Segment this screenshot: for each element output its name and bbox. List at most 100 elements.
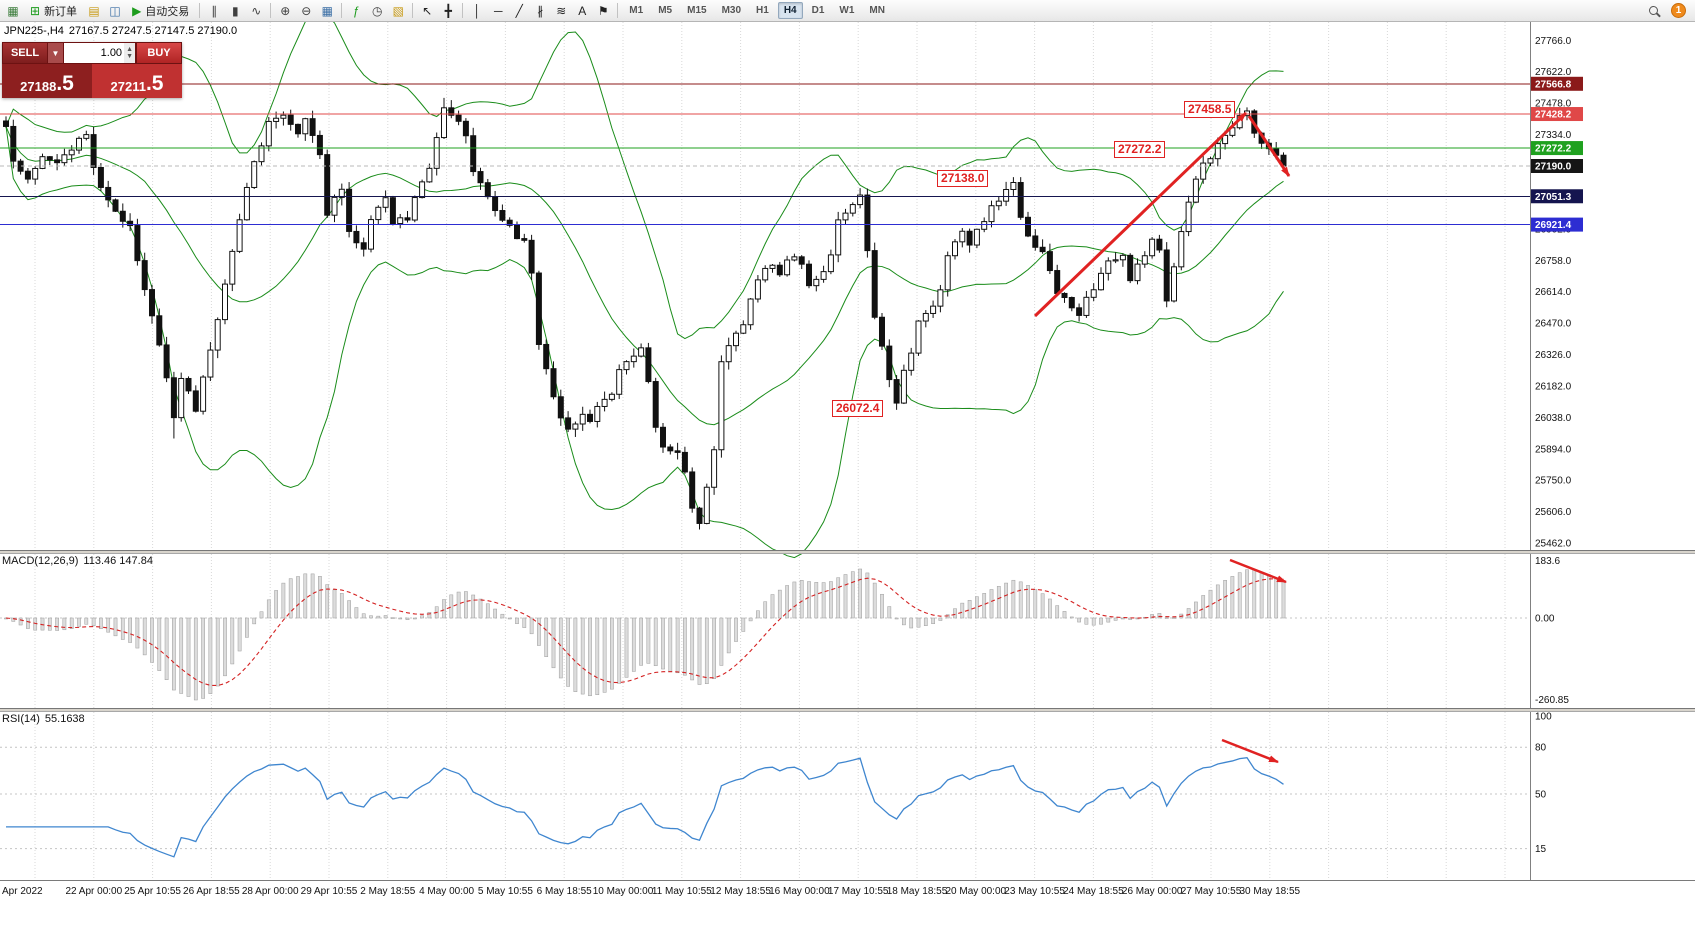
price-annotation-label[interactable]: 27458.5 xyxy=(1184,101,1236,118)
svg-text:183.6: 183.6 xyxy=(1535,556,1560,567)
horizontal-line-icon: ─ xyxy=(494,3,503,18)
auto-trading-button[interactable]: ▶ 自动交易 xyxy=(126,1,195,20)
uptrend-arrow[interactable] xyxy=(1033,111,1248,318)
macd-name: MACD(12,26,9) xyxy=(2,555,79,567)
notification-badge[interactable]: 1 xyxy=(1671,3,1686,18)
candlestick-chart-icon: ▮ xyxy=(231,3,239,18)
annotation-arrows xyxy=(1033,111,1291,764)
svg-text:15: 15 xyxy=(1535,844,1547,855)
vertical-line-button[interactable]: │ xyxy=(467,1,487,20)
svg-text:25894.0: 25894.0 xyxy=(1535,444,1572,455)
vertical-line-icon: │ xyxy=(473,3,482,18)
toolbar-separator xyxy=(412,3,414,18)
timeframe-m1-button[interactable]: M1 xyxy=(629,5,644,16)
macd-histogram xyxy=(4,568,1286,701)
svg-text:-260.85: -260.85 xyxy=(1535,695,1569,706)
text-label-button[interactable]: A xyxy=(572,1,592,20)
sell-button[interactable]: SELL xyxy=(2,42,48,64)
auto-trading-icon: ▶ xyxy=(132,3,142,18)
text-label-icon: A xyxy=(578,3,587,18)
search-icon xyxy=(1648,6,1658,15)
macd-down-arrow[interactable] xyxy=(1229,558,1287,584)
svg-text:27622.0: 27622.0 xyxy=(1535,67,1572,78)
svg-text:26326.0: 26326.0 xyxy=(1535,350,1572,361)
price-annotation-label[interactable]: 27138.0 xyxy=(937,170,989,187)
new-chart-icon: ▦ xyxy=(7,3,19,18)
svg-text:25750.0: 25750.0 xyxy=(1535,476,1572,487)
buy-price-display[interactable]: 27211.5 xyxy=(92,64,182,98)
price-annotation-label[interactable]: 26072.4 xyxy=(832,400,884,417)
indicators-button[interactable]: ƒ xyxy=(346,1,366,20)
profiles-button[interactable]: ▤ xyxy=(84,1,104,20)
time-axis-label: 30 May 18:55 xyxy=(1239,886,1301,897)
reversal-down-arrow[interactable] xyxy=(1247,115,1291,177)
svg-text:0.00: 0.00 xyxy=(1535,614,1555,625)
trendline-button[interactable]: ╱ xyxy=(509,1,529,20)
toolbar-separator xyxy=(462,3,464,18)
candlestick-chart-button[interactable]: ▮ xyxy=(225,1,245,20)
pane-splitter-rsi[interactable] xyxy=(0,708,1695,712)
pane-splitter-macd[interactable] xyxy=(0,550,1695,554)
new-chart-button[interactable]: ▦ xyxy=(3,1,23,20)
zoom-in-button[interactable]: ⊕ xyxy=(275,1,295,20)
timeframe-m30-button[interactable]: M30 xyxy=(721,5,742,16)
fibonacci-icon: ≋ xyxy=(556,3,567,18)
svg-text:26921.4: 26921.4 xyxy=(1535,220,1572,231)
timeframe-mn-button[interactable]: MN xyxy=(869,5,885,16)
equidistant-channel-button[interactable]: ∦ xyxy=(530,1,550,20)
buy-button[interactable]: BUY xyxy=(136,42,182,64)
zoom-out-button[interactable]: ⊖ xyxy=(296,1,316,20)
templates-button[interactable]: ▧ xyxy=(388,1,408,20)
time-axis-label: 6 May 18:55 xyxy=(536,886,592,897)
timeframe-m5-button[interactable]: M5 xyxy=(658,5,673,16)
line-chart-button[interactable]: ∿ xyxy=(246,1,266,20)
equidistant-channel-icon: ∦ xyxy=(537,3,544,18)
svg-text:27766.0: 27766.0 xyxy=(1535,36,1572,47)
timeframe-d1-button[interactable]: D1 xyxy=(811,5,825,16)
search-button[interactable] xyxy=(1643,1,1663,20)
new-order-button[interactable]: ⊞ 新订单 xyxy=(24,1,83,20)
market-watch-button[interactable]: ◫ xyxy=(105,1,125,20)
toolbar-separator xyxy=(617,3,619,18)
timeframe-h1-button[interactable]: H1 xyxy=(756,5,769,16)
sell-price-display[interactable]: 27188.5 xyxy=(2,64,92,98)
svg-text:26038.0: 26038.0 xyxy=(1535,413,1572,424)
svg-text:80: 80 xyxy=(1535,743,1547,754)
arrows-tool-icon: ⚑ xyxy=(597,3,609,18)
svg-text:27478.0: 27478.0 xyxy=(1535,99,1572,110)
arrows-tool-button[interactable]: ⚑ xyxy=(593,1,613,20)
cursor-button[interactable]: ↖ xyxy=(417,1,437,20)
rsi-name: RSI(14) xyxy=(2,713,40,725)
volume-up-button[interactable]: ▲ xyxy=(126,46,133,53)
timeframe-w1-button[interactable]: W1 xyxy=(839,5,855,16)
volume-down-button[interactable]: ▼ xyxy=(126,53,133,60)
svg-text:27190.0: 27190.0 xyxy=(1535,162,1572,173)
crosshair-button[interactable]: ╋ xyxy=(438,1,458,20)
time-axis-label: Apr 2022 xyxy=(2,886,43,897)
tile-windows-icon: ▦ xyxy=(321,3,333,18)
svg-text:27566.8: 27566.8 xyxy=(1535,79,1572,90)
horizontal-line-button[interactable]: ─ xyxy=(488,1,508,20)
profiles-icon: ▤ xyxy=(88,3,100,18)
timeframe-m15-button[interactable]: M15 xyxy=(687,5,707,16)
periods-button[interactable]: ◷ xyxy=(367,1,387,20)
svg-text:27428.2: 27428.2 xyxy=(1535,110,1572,121)
svg-text:27334.0: 27334.0 xyxy=(1535,130,1572,141)
time-axis-label: 20 May 00:00 xyxy=(945,886,1007,897)
sell-price-frac: .5 xyxy=(56,72,74,95)
toolbar-separator xyxy=(270,3,272,18)
price-annotation-label[interactable]: 27272.2 xyxy=(1114,141,1166,158)
sell-price-main: 27188 xyxy=(20,79,57,94)
order-options-dropdown[interactable]: ▼ xyxy=(48,42,63,64)
bar-chart-button[interactable]: ∥ xyxy=(204,1,224,20)
buy-price-frac: .5 xyxy=(145,72,164,95)
candles xyxy=(3,97,1287,530)
rsi-down-arrow[interactable] xyxy=(1221,738,1279,764)
svg-text:27272.2: 27272.2 xyxy=(1535,144,1572,155)
tile-windows-button[interactable]: ▦ xyxy=(317,1,337,20)
fibonacci-button[interactable]: ≋ xyxy=(551,1,571,20)
timeframe-h4-button[interactable]: H4 xyxy=(777,2,803,19)
new-order-label: 新订单 xyxy=(44,5,78,18)
volume-input[interactable] xyxy=(64,43,125,63)
